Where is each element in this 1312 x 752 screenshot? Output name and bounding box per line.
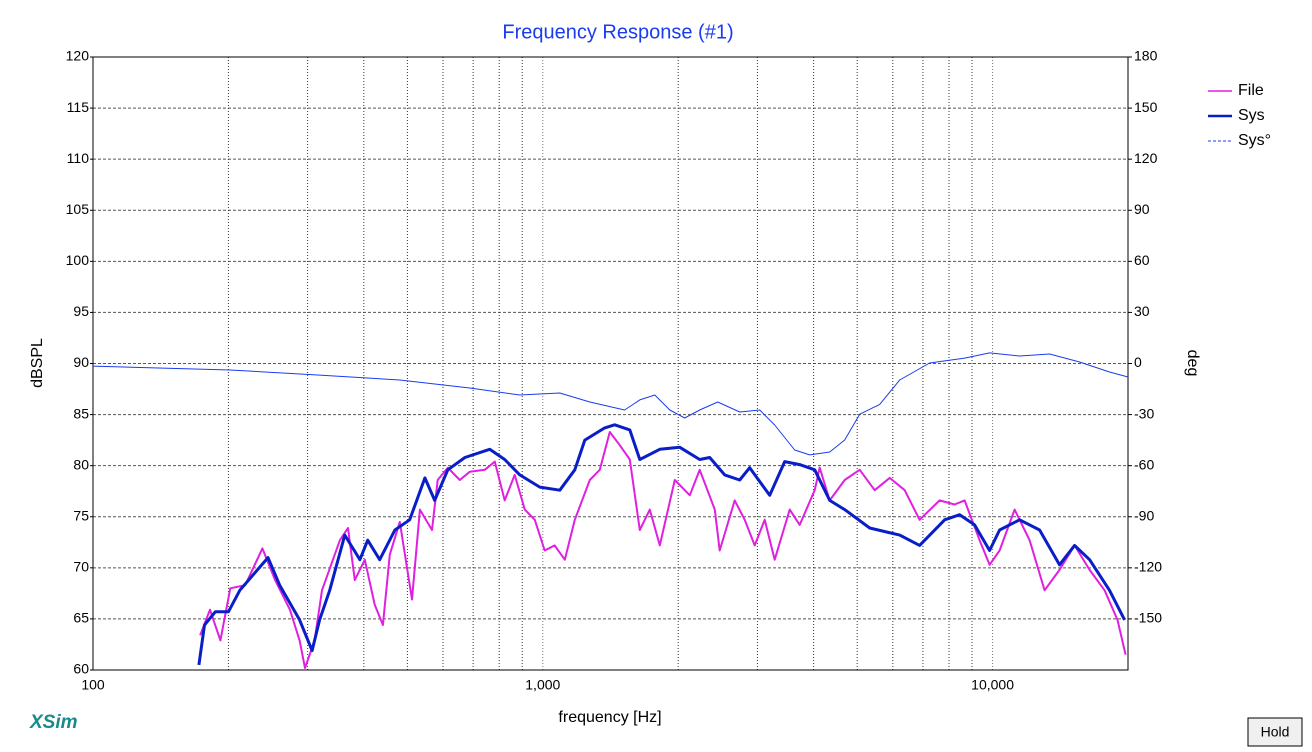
legend-label: File xyxy=(1238,82,1264,99)
x-tick-label: 100 xyxy=(81,677,105,693)
button-frame[interactable] xyxy=(1247,717,1303,747)
plot-frame xyxy=(92,56,1129,671)
series-line xyxy=(197,423,1126,666)
y-tick-label: 60 xyxy=(73,661,89,677)
y-tick-label: 70 xyxy=(73,559,89,575)
series-line xyxy=(199,431,1127,669)
y2-tick-label: 120 xyxy=(1134,150,1158,166)
y2-tick-label: -30 xyxy=(1134,405,1154,421)
y-tick-label: 80 xyxy=(73,456,89,472)
chart-title: Frequency Response (#1) xyxy=(502,21,733,43)
y-tick-label: 90 xyxy=(73,354,89,370)
button-label[interactable]: Hold xyxy=(1261,724,1290,740)
y2-tick-label: 180 xyxy=(1134,48,1158,64)
y-tick-label: 85 xyxy=(73,405,89,421)
legend-label: Sys° xyxy=(1238,132,1271,149)
y-tick-label: 115 xyxy=(67,99,90,115)
y2-tick-label: 150 xyxy=(1134,99,1158,115)
y2-tick-label: 30 xyxy=(1134,303,1150,319)
y-tick-label: 65 xyxy=(73,610,89,626)
y-tick-label: 105 xyxy=(66,201,90,217)
y-tick-label: 100 xyxy=(66,252,90,268)
y2-tick-label: 90 xyxy=(1134,201,1150,217)
y-tick-label: 75 xyxy=(73,507,89,523)
y2-tick-label: -120 xyxy=(1134,559,1162,575)
y-tick-label: 110 xyxy=(67,150,90,166)
y-tick-label: 95 xyxy=(73,303,89,319)
series-line xyxy=(92,352,1129,456)
brand: XSim xyxy=(29,712,78,733)
y2-tick-label: -90 xyxy=(1134,507,1154,523)
y2-tick-label: -150 xyxy=(1134,610,1162,626)
y2-tick-label: -60 xyxy=(1134,456,1154,472)
legend-label: Sys xyxy=(1238,107,1265,124)
x-axis-label: frequency [Hz] xyxy=(558,709,661,726)
y2-tick-label: 60 xyxy=(1134,252,1150,268)
x-tick-label: 1,000 xyxy=(525,677,560,693)
y-axis-label: dBSPL xyxy=(29,338,46,388)
y-tick-label: 120 xyxy=(66,48,90,64)
hold-button[interactable]: Hold xyxy=(1247,717,1303,747)
y2-tick-label: 0 xyxy=(1134,354,1142,370)
y2-axis-label: deg xyxy=(1184,350,1201,377)
x-tick-label: 10,000 xyxy=(971,677,1014,693)
